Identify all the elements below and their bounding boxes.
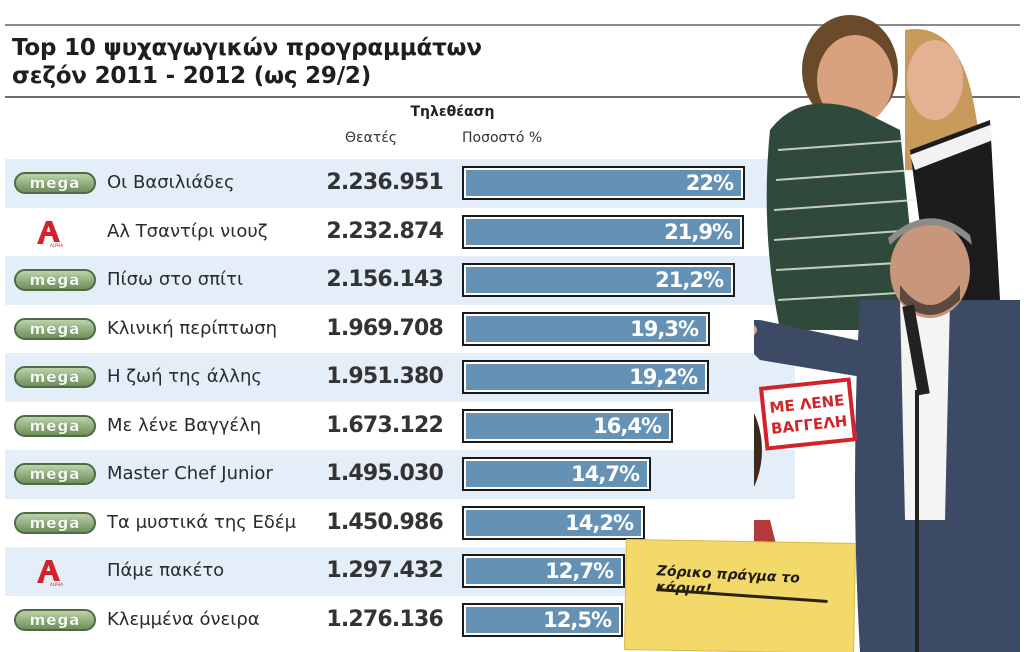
viewers-value: 2.236.951 (326, 170, 443, 195)
table-row: mega Η ζωή της άλλης 1.951.380 19,2% (5, 353, 795, 402)
share-value: 19,3% (630, 316, 699, 341)
program-name: Πίσω στο σπίτι (107, 269, 244, 290)
program-name: Πάμε πακέτο (107, 560, 225, 581)
share-bar-fill: 19,2% (466, 364, 705, 390)
viewers-value: 1.297.432 (326, 558, 443, 583)
share-bar: 12,7% (462, 554, 625, 588)
viewers-value: 1.495.030 (326, 461, 443, 486)
show-title-stamp: ΜΕ ΛΕΝΕ ΒΑΓΓΕΛΗ (758, 377, 858, 451)
share-value: 22% (685, 171, 734, 195)
share-value: 12,7% (545, 559, 614, 583)
program-name: Οι Βασιλιάδες (107, 172, 235, 193)
program-name: Κλινική περίπτωση (107, 317, 278, 339)
share-bar-fill: 12,7% (466, 558, 621, 584)
viewers-value: 1.276.136 (326, 606, 443, 632)
mega-logo-icon: mega (14, 414, 96, 437)
share-bar-fill: 22% (466, 170, 741, 196)
share-bar: 21,2% (462, 263, 735, 297)
table-row: ALPHA Αλ Τσαντίρι νιουζ 2.232.874 21,9% (5, 208, 795, 257)
table-row: mega Οι Βασιλιάδες 2.236.951 22% (5, 159, 795, 208)
mega-logo-icon: mega (14, 172, 96, 194)
share-bar-fill: 16,4% (466, 412, 669, 439)
top-rule (5, 24, 1020, 26)
ratings-group-header: Τηλεθέαση (410, 104, 495, 120)
share-bar: 14,2% (462, 505, 645, 540)
viewers-value: 2.156.143 (326, 267, 443, 292)
viewers-column-header: Θεατές (345, 130, 398, 146)
viewers-value: 1.951.380 (326, 364, 443, 389)
yellow-sign: Ζόρικο πράγμα το κάρμα! (624, 539, 856, 652)
mega-logo-icon: mega (14, 608, 96, 631)
program-name: Τα μυστικά της Εδέμ (107, 511, 297, 533)
table-row: mega Πίσω στο σπίτι 2.156.143 21,2% (5, 256, 795, 305)
alpha-logo-icon: ALPHA (37, 560, 63, 587)
share-bar: 19,3% (462, 311, 710, 346)
viewers-value: 1.673.122 (326, 412, 443, 438)
svg-text:ALPHA: ALPHA (50, 582, 63, 587)
share-bar: 12,5% (462, 602, 623, 637)
share-value: 21,9% (664, 219, 733, 244)
share-value: 14,7% (571, 462, 640, 486)
alpha-logo-icon: ALPHA (37, 220, 63, 248)
share-value: 14,2% (565, 510, 634, 535)
svg-text:ALPHA: ALPHA (50, 243, 63, 248)
share-value: 19,2% (629, 365, 698, 389)
program-name: Κλεμμένα όνειρα (107, 608, 260, 630)
program-name: Master Chef Junior (107, 463, 273, 484)
title-line-1: Top 10 ψυχαγωγικών προγραμμάτων (12, 35, 482, 61)
mega-logo-icon: mega (14, 366, 96, 388)
share-bar: 16,4% (462, 408, 673, 443)
table-row: mega Master Chef Junior 1.495.030 14,7% (5, 450, 795, 499)
table-row: mega Κλεμμένα όνειρα 1.276.136 12,5% (5, 596, 795, 645)
share-value: 12,5% (543, 607, 612, 632)
program-name: Η ζωή της άλλης (107, 366, 262, 387)
share-bar: 19,2% (462, 360, 709, 394)
title-line-2: σεζόν 2011 - 2012 (ως 29/2) (12, 63, 372, 89)
share-bar-fill: 12,5% (466, 606, 619, 633)
table-row: mega Κλινική περίπτωση 1.969.708 19,3% (5, 305, 795, 354)
mega-logo-icon: mega (14, 463, 96, 485)
table-row: mega Με λένε Βαγγέλη 1.673.122 16,4% (5, 402, 795, 451)
share-bar-fill: 21,2% (466, 267, 731, 293)
share-bar: 21,9% (462, 214, 744, 249)
share-bar-fill: 21,9% (466, 218, 740, 245)
share-bar-fill: 19,3% (466, 315, 706, 342)
viewers-value: 2.232.874 (326, 218, 443, 244)
mega-logo-icon: mega (14, 269, 96, 291)
share-bar-fill: 14,2% (466, 509, 641, 536)
program-name: Με λένε Βαγγέλη (107, 414, 262, 436)
share-value: 21,2% (655, 268, 724, 292)
table-row: mega Τα μυστικά της Εδέμ 1.450.986 14,2% (5, 499, 795, 548)
share-bar: 14,7% (462, 457, 651, 491)
program-name: Αλ Τσαντίρι νιουζ (107, 220, 268, 242)
mega-logo-icon: mega (14, 511, 96, 534)
share-column-header: Ποσοστό % (462, 130, 543, 146)
viewers-value: 1.450.986 (326, 509, 443, 535)
share-value: 16,4% (593, 413, 662, 438)
viewers-value: 1.969.708 (326, 315, 443, 341)
share-bar-fill: 14,7% (466, 461, 647, 487)
share-bar: 22% (462, 166, 745, 200)
title-rule (5, 96, 1020, 98)
mega-logo-icon: mega (14, 317, 96, 340)
chart-title: Top 10 ψυχαγωγικών προγραμμάτων σεζόν 20… (12, 34, 482, 90)
